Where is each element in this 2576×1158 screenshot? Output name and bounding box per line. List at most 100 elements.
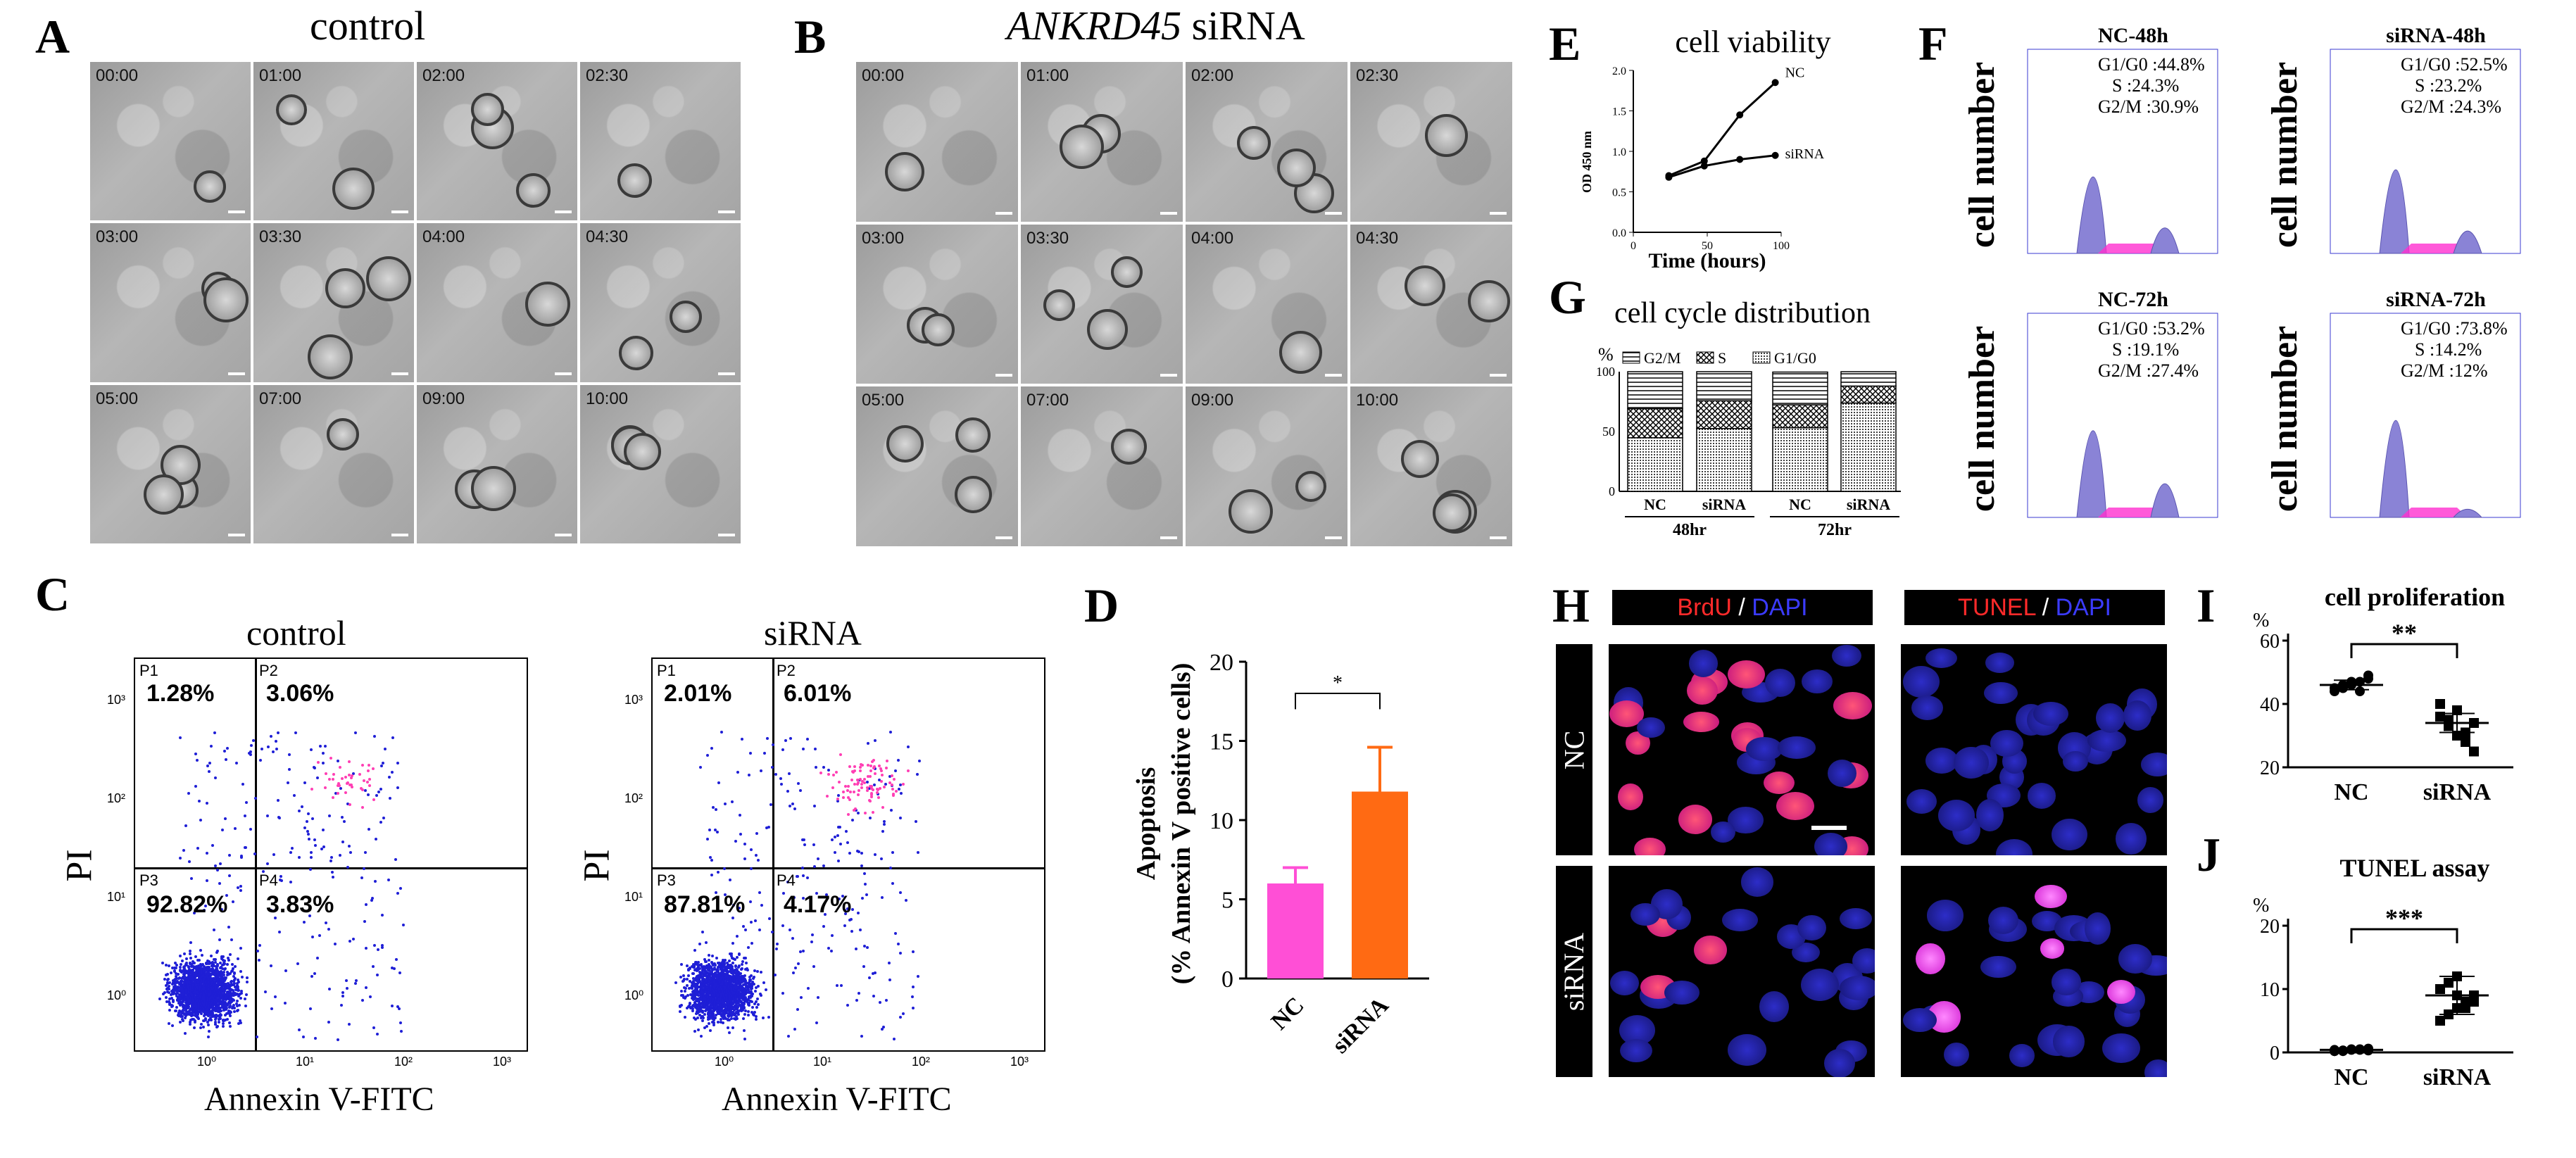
cell-body [1295,471,1326,503]
event-dot [874,852,877,856]
y-tick-label: 20 [2260,916,2280,938]
nucleus [1694,936,1727,965]
nucleus [1938,800,1975,831]
event-dot [836,825,840,829]
event-dot [173,981,177,985]
data-point [2363,670,2373,681]
event-dot [343,819,346,823]
event-dot [740,963,743,967]
y-tick-label: 15 [1210,729,1233,755]
event-dot [366,793,370,796]
event-dot [178,857,182,860]
timelapse-frame: 03:00 [90,223,251,382]
event-dot-pink [871,811,874,814]
event-dot [860,851,864,855]
event-dot-pink [858,769,862,773]
event-dot [179,1021,182,1024]
event-dot [391,736,394,740]
event-dot [758,890,762,894]
event-dot [219,1007,222,1010]
event-dot [207,1005,211,1008]
timelapse-frame: 04:00 [417,223,577,382]
event-dot [729,879,732,882]
y-axis-label: OD 450 nm [1580,131,1594,193]
quadrant-id: P4 [777,871,796,889]
event-dot [215,997,219,1000]
event-dot [239,947,243,950]
g1-peak [2379,420,2410,518]
event-dot [728,1031,731,1034]
event-dot [724,993,727,996]
timelapse-frame: 04:30 [1350,224,1512,384]
event-dot [340,1004,344,1007]
event-dot [698,1007,701,1011]
event-dot [705,1025,708,1028]
event-dot-pink [881,805,884,809]
event-dot [376,1033,379,1036]
stack-G1/G0 [1840,402,1897,492]
event-dot [788,737,792,741]
event-dot [394,958,398,962]
event-dot [194,1014,198,1018]
y-tick-label: 0.5 [1612,187,1626,199]
event-dot [214,957,218,961]
event-dot-pink [348,803,351,806]
event-dot [678,1010,681,1014]
event-dot [722,1017,725,1020]
x-tick-label: NC [1267,992,1309,1035]
event-dot [249,743,253,747]
data-point [1736,156,1744,163]
chart-title: cell cycle distribution [1614,297,1871,329]
data-point [2435,699,2445,709]
event-dot [165,981,169,985]
event-dot [222,958,225,962]
event-dot [812,964,815,968]
event-dot [198,998,201,1002]
event-dot [322,751,325,755]
x-tick-label: NC [2334,1064,2368,1090]
timelapse-frame: 09:00 [1186,386,1347,546]
event-dot [170,990,173,993]
quadrant-id: P2 [259,662,278,679]
event-dot [324,921,327,924]
event-dot [748,751,752,755]
series-line-siRNA [1668,154,1776,179]
event-dot [193,1026,196,1029]
event-dot [700,985,703,988]
event-dot [223,1018,227,1021]
quadrant-id: P1 [139,662,158,679]
dapi-label-1: DAPI [1752,594,1808,621]
event-dot [174,967,177,970]
data-point [2469,746,2479,757]
event-dot [799,995,803,999]
event-dot [232,975,236,978]
event-dot [709,964,712,968]
event-dot [227,1012,231,1015]
chart-title: cell proliferation [2325,583,2505,611]
event-dot [879,1000,882,1004]
quadrant-percentage: 1.28% [146,680,215,707]
stack-G2/M [1840,371,1897,387]
frame-timestamp: 04:30 [1356,228,1399,248]
event-dot [743,857,747,861]
event-dot [232,971,236,975]
phase-g2: G2/M :30.9% [2098,96,2199,117]
event-dot [888,962,891,965]
event-dot [218,1008,221,1012]
event-dot [183,952,187,955]
event-dot [315,956,319,959]
y-axis-label: PI [59,849,100,882]
event-dot [731,1026,735,1029]
event-dot [264,990,268,993]
y-axis-label: cell number [2265,326,2305,512]
event-dot [692,1016,696,1019]
event-dot [699,766,703,769]
event-dot [379,820,383,824]
phase-g2: G2/M :27.4% [2098,360,2199,381]
event-dot [717,871,720,874]
legend-swatch [1622,351,1640,364]
series-label: siRNA [1785,146,1825,162]
event-dot-pink [877,795,881,799]
event-dot [308,1007,312,1010]
event-dot [812,804,816,807]
